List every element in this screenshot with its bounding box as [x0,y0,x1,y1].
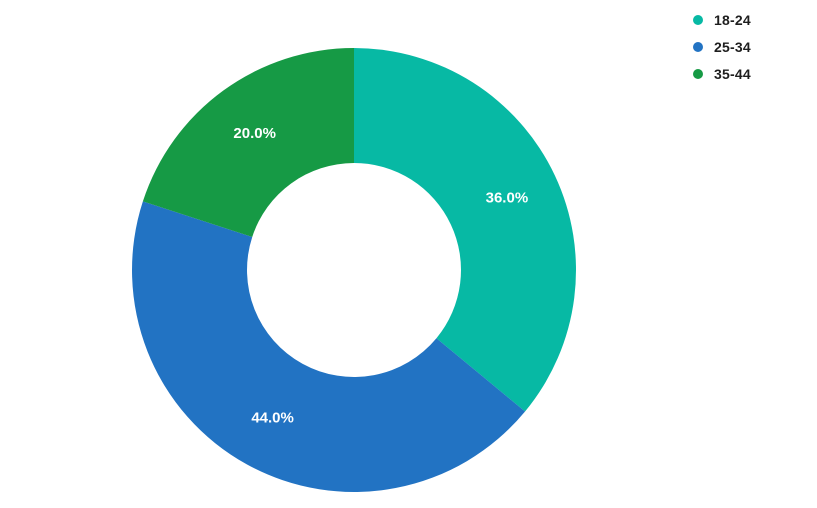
pie-slice-35-44[interactable] [142,48,354,237]
pie-slice-25-34[interactable] [132,201,526,492]
legend-dot-icon [693,68,703,79]
legend-dot-icon [693,14,703,25]
legend-item-25-34[interactable]: 25-34 [693,33,751,60]
chart-legend: 18-24 25-34 35-44 [693,6,751,87]
legend-label: 18-24 [714,11,751,28]
legend-label: 25-34 [714,38,751,55]
legend-item-35-44[interactable]: 35-44 [693,60,751,87]
legend-item-18-24[interactable]: 18-24 [693,6,751,33]
legend-dot-icon [693,41,703,52]
legend-label: 35-44 [714,65,751,82]
pie-slice-18-24[interactable] [354,48,576,412]
